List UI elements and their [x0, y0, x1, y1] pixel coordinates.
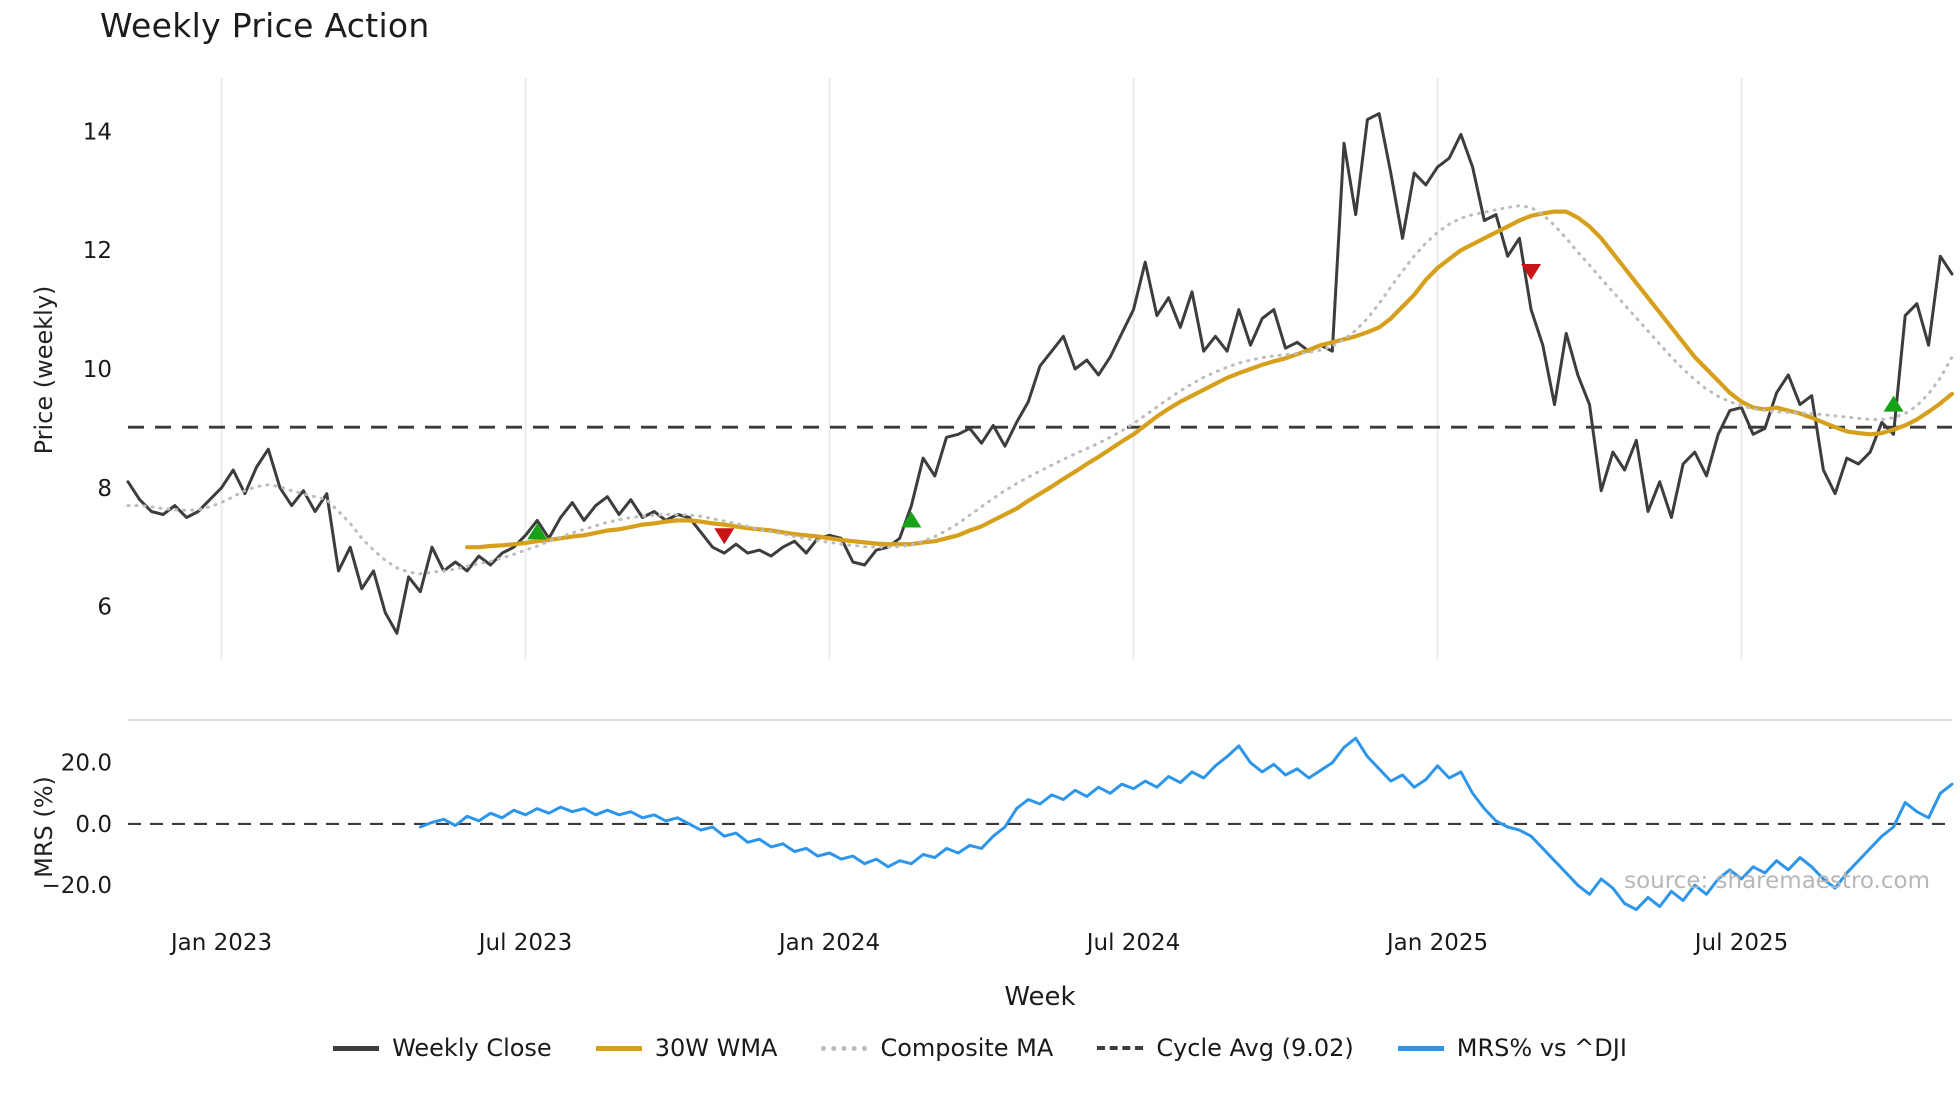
sell-signal-triangle-down-icon: [1521, 264, 1542, 281]
legend: Weekly Close 30W WMA Composite MA Cycle Avg…: [0, 1034, 1960, 1062]
price-tick-label: 14: [83, 119, 112, 145]
30w-wma-line: [465, 209, 1955, 550]
x-tick-label: Jan 2023: [169, 930, 272, 956]
price-tick-label: 6: [97, 595, 112, 621]
legend-line-sample: [1397, 1045, 1444, 1051]
legend-item-composite-ma: Composite MA: [821, 1034, 1053, 1062]
sell-signal-triangle-down-icon: [714, 528, 735, 545]
x-tick-label: Jan 2024: [777, 930, 880, 956]
legend-label: Composite MA: [880, 1034, 1054, 1062]
legend-item-cycle-avg-9-02: Cycle Avg (9.02): [1097, 1034, 1354, 1062]
legend-label: Cycle Avg (9.02): [1156, 1034, 1354, 1062]
mrs-tick-label: −20.0: [42, 873, 112, 899]
x-tick-label: Jul 2024: [1085, 930, 1181, 956]
mrs-tick-label: 0.0: [75, 812, 112, 838]
x-axis-label: Week: [1004, 982, 1076, 1012]
price-tick-label: 8: [97, 476, 112, 502]
legend-label: 30W WMA: [654, 1034, 778, 1062]
chart-title: Weekly Price Action: [100, 6, 430, 45]
buy-signal-triangle-up-icon: [1883, 395, 1904, 412]
source-note: source: sharemaestro.com: [1624, 868, 1930, 894]
price-axis-label: Price (weekly): [30, 285, 58, 455]
mrs-vs-dji-line: [418, 736, 1954, 912]
legend-line-sample: [821, 1045, 868, 1051]
x-tick-label: Jan 2025: [1385, 930, 1488, 956]
legend-line-sample: [1097, 1046, 1144, 1050]
legend-line-sample: [333, 1045, 380, 1051]
legend-item-30w-wma: 30W WMA: [595, 1034, 778, 1062]
buy-signal-triangle-up-icon: [527, 523, 548, 540]
legend-line-sample: [595, 1045, 642, 1051]
x-tick-label: Jul 2025: [1693, 930, 1789, 956]
price-tick-label: 12: [83, 238, 112, 264]
legend-label: Weekly Close: [392, 1034, 552, 1062]
legend-item-weekly-close: Weekly Close: [333, 1034, 552, 1062]
composite-ma-line: [126, 204, 1954, 576]
weekly-close-line: [126, 112, 1954, 635]
x-tick-label: Jul 2023: [477, 930, 573, 956]
mrs-axis-label: MRS (%): [30, 776, 58, 878]
mrs-tick-label: 20.0: [61, 751, 112, 777]
price-tick-label: 10: [83, 357, 112, 383]
legend-item-mrs-vs-dji: MRS% vs ^DJI: [1397, 1034, 1627, 1062]
legend-label: MRS% vs ^DJI: [1456, 1034, 1627, 1062]
buy-signal-triangle-up-icon: [901, 511, 922, 528]
